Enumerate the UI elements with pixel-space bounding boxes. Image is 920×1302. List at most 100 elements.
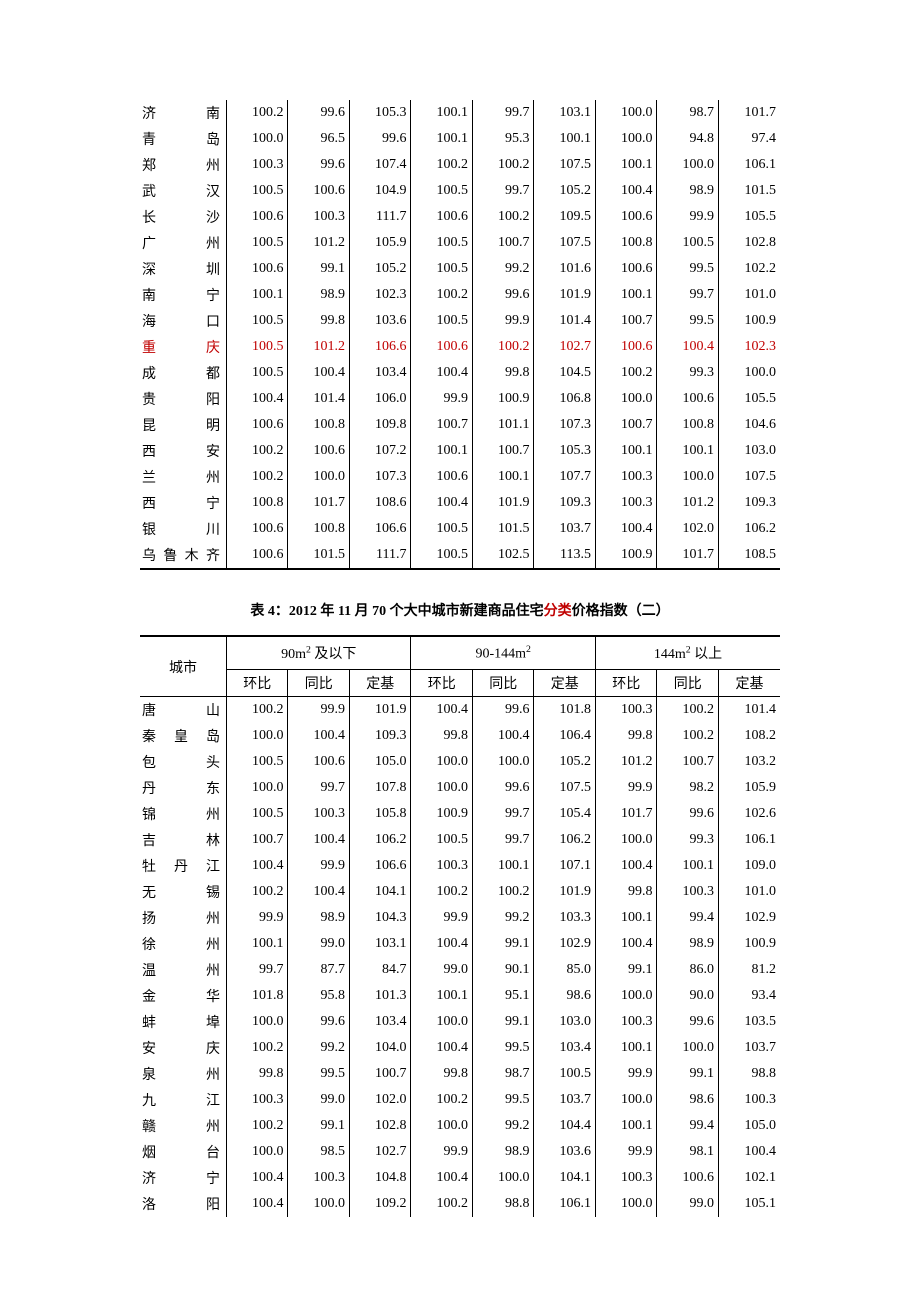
value-cell: 100.0: [595, 827, 657, 853]
value-cell: 100.5: [226, 230, 288, 256]
table-row: 西 安100.2100.6107.2100.1100.7105.3100.110…: [140, 438, 780, 464]
value-cell: 105.0: [349, 749, 411, 775]
value-cell: 100.0: [472, 749, 534, 775]
value-cell: 98.9: [657, 931, 719, 957]
value-cell: 106.6: [349, 334, 411, 360]
city-name: 青 岛: [140, 126, 226, 152]
value-cell: 100.6: [288, 749, 350, 775]
value-cell: 100.2: [472, 152, 534, 178]
value-cell: 100.5: [411, 516, 473, 542]
value-cell: 105.3: [349, 100, 411, 126]
city-name: 赣 州: [140, 1113, 226, 1139]
value-cell: 100.2: [472, 204, 534, 230]
value-cell: 106.6: [349, 853, 411, 879]
value-cell: 98.7: [472, 1061, 534, 1087]
value-cell: 99.7: [472, 801, 534, 827]
value-cell: 103.0: [718, 438, 780, 464]
table-row: 丹 东100.099.7107.8100.099.6107.599.998.21…: [140, 775, 780, 801]
table-row: 扬 州99.998.9104.399.999.2103.3100.199.410…: [140, 905, 780, 931]
group-header: 144m2 以上: [595, 636, 780, 670]
table-row: 重 庆100.5101.2106.6100.6100.2102.7100.610…: [140, 334, 780, 360]
value-cell: 105.2: [349, 256, 411, 282]
value-cell: 96.5: [288, 126, 350, 152]
value-cell: 100.0: [226, 126, 288, 152]
value-cell: 104.1: [534, 1165, 596, 1191]
city-name: 秦 皇 岛: [140, 723, 226, 749]
value-cell: 100.9: [595, 542, 657, 569]
value-cell: 107.5: [718, 464, 780, 490]
title-prefix: 表 4：2012 年 11 月 70 个大中城市新建商品住宅: [250, 604, 543, 619]
group-header: 90-144m2: [411, 636, 596, 670]
value-cell: 102.3: [718, 334, 780, 360]
value-cell: 100.5: [226, 749, 288, 775]
value-cell: 99.5: [657, 256, 719, 282]
value-cell: 103.3: [534, 905, 596, 931]
value-cell: 101.8: [226, 983, 288, 1009]
value-cell: 99.6: [288, 152, 350, 178]
value-cell: 106.6: [349, 516, 411, 542]
value-cell: 100.4: [411, 490, 473, 516]
value-cell: 101.4: [288, 386, 350, 412]
value-cell: 100.3: [288, 204, 350, 230]
value-cell: 100.6: [595, 256, 657, 282]
table-row: 赣 州100.299.1102.8100.099.2104.4100.199.4…: [140, 1113, 780, 1139]
value-cell: 100.5: [411, 827, 473, 853]
value-cell: 99.6: [288, 1009, 350, 1035]
value-cell: 94.8: [657, 126, 719, 152]
city-name: 安 庆: [140, 1035, 226, 1061]
value-cell: 107.3: [349, 464, 411, 490]
value-cell: 105.3: [534, 438, 596, 464]
value-cell: 100.5: [411, 178, 473, 204]
value-cell: 105.4: [534, 801, 596, 827]
value-cell: 100.4: [411, 1035, 473, 1061]
value-cell: 99.9: [472, 308, 534, 334]
value-cell: 99.7: [657, 282, 719, 308]
value-cell: 100.7: [411, 412, 473, 438]
value-cell: 100.1: [595, 1035, 657, 1061]
value-cell: 100.4: [411, 360, 473, 386]
title-red: 分类: [544, 604, 572, 619]
table-row: 昆 明100.6100.8109.8100.7101.1107.3100.710…: [140, 412, 780, 438]
value-cell: 102.0: [657, 516, 719, 542]
table-row: 洛 阳100.4100.0109.2100.298.8106.1100.099.…: [140, 1191, 780, 1217]
value-cell: 102.2: [718, 256, 780, 282]
value-cell: 103.0: [534, 1009, 596, 1035]
value-cell: 101.2: [288, 230, 350, 256]
value-cell: 100.1: [226, 282, 288, 308]
value-cell: 100.6: [657, 386, 719, 412]
value-cell: 100.5: [411, 256, 473, 282]
value-cell: 100.0: [595, 983, 657, 1009]
table-row: 西 宁100.8101.7108.6100.4101.9109.3100.310…: [140, 490, 780, 516]
value-cell: 99.2: [472, 905, 534, 931]
value-cell: 100.2: [226, 1113, 288, 1139]
city-name: 锦 州: [140, 801, 226, 827]
header-row-sub: 环比同比定基环比同比定基环比同比定基: [140, 670, 780, 697]
price-index-table-2: 城市90m2 及以下90-144m2144m2 以上环比同比定基环比同比定基环比…: [140, 635, 780, 1217]
value-cell: 102.8: [718, 230, 780, 256]
city-name: 无 锡: [140, 879, 226, 905]
value-cell: 109.3: [534, 490, 596, 516]
value-cell: 107.2: [349, 438, 411, 464]
table-row: 金 华101.895.8101.3100.195.198.6100.090.09…: [140, 983, 780, 1009]
value-cell: 100.1: [226, 931, 288, 957]
value-cell: 100.6: [288, 438, 350, 464]
value-cell: 99.8: [595, 879, 657, 905]
value-cell: 105.2: [534, 749, 596, 775]
city-name: 武 汉: [140, 178, 226, 204]
value-cell: 100.4: [657, 334, 719, 360]
value-cell: 102.6: [718, 801, 780, 827]
value-cell: 100.1: [534, 126, 596, 152]
value-cell: 81.2: [718, 957, 780, 983]
city-name: 唐 山: [140, 697, 226, 724]
city-header: 城市: [140, 636, 226, 697]
value-cell: 100.0: [595, 1191, 657, 1217]
value-cell: 109.5: [534, 204, 596, 230]
value-cell: 100.0: [411, 1113, 473, 1139]
value-cell: 87.7: [288, 957, 350, 983]
value-cell: 100.2: [226, 697, 288, 724]
value-cell: 100.7: [595, 308, 657, 334]
city-name: 成 都: [140, 360, 226, 386]
value-cell: 100.3: [288, 801, 350, 827]
table-row: 银 川100.6100.8106.6100.5101.5103.7100.410…: [140, 516, 780, 542]
value-cell: 101.2: [657, 490, 719, 516]
